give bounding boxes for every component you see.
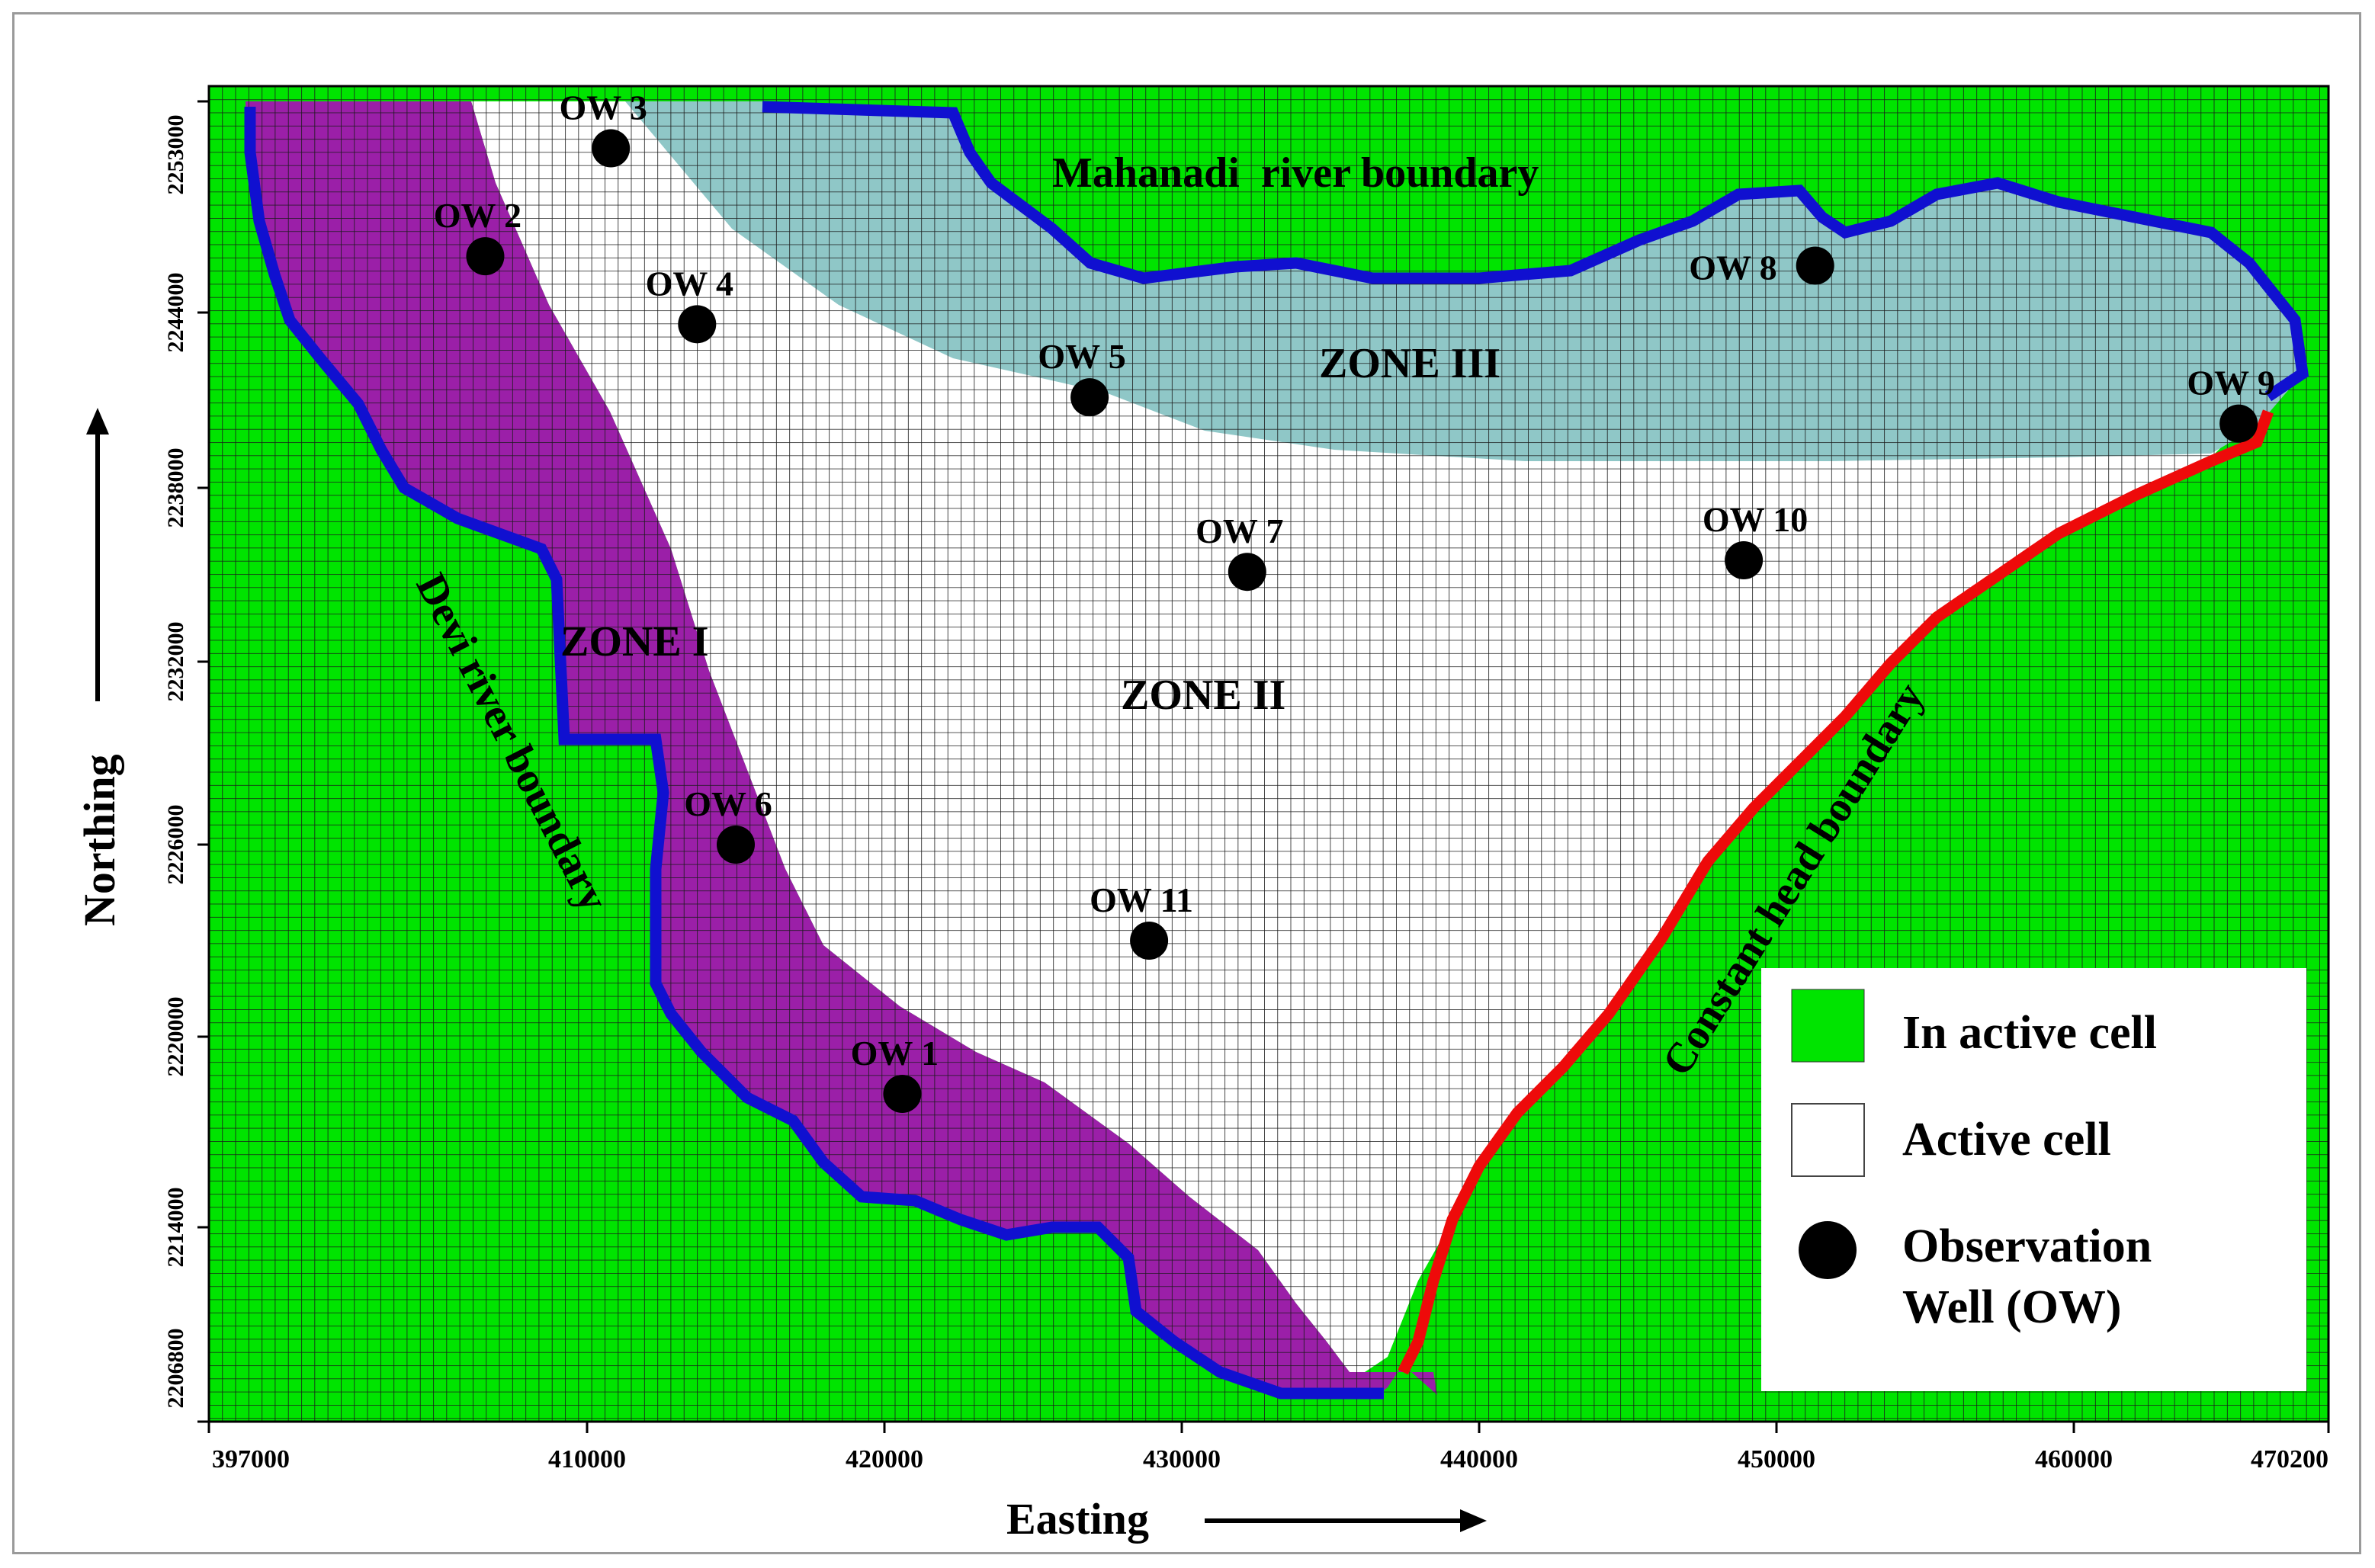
x-tick-label: 430000 bbox=[1143, 1445, 1221, 1473]
observation-well-label: OW 7 bbox=[1196, 511, 1283, 550]
x-axis-arrow bbox=[1205, 1509, 1487, 1532]
zone-i-label: ZONE I bbox=[560, 618, 709, 665]
observation-well-marker bbox=[1070, 378, 1109, 417]
x-tick-label: 440000 bbox=[1440, 1445, 1518, 1473]
observation-well-label: OW 5 bbox=[1038, 337, 1125, 376]
figure-frame bbox=[12, 12, 2361, 1554]
y-tick-label: 2214000 bbox=[163, 1188, 188, 1268]
observation-well-marker bbox=[1130, 922, 1169, 960]
observation-well-marker bbox=[466, 237, 505, 276]
observation-well-label: OW 8 bbox=[1689, 248, 1776, 287]
y-tick-label: 2253000 bbox=[163, 115, 188, 195]
y-tick-label: 2232000 bbox=[163, 622, 188, 702]
legend-label-active: Active cell bbox=[1902, 1114, 2111, 1166]
observation-well-label: OW 1 bbox=[851, 1034, 939, 1073]
legend-swatch-active bbox=[1791, 1103, 1865, 1177]
observation-well-marker bbox=[678, 305, 717, 344]
mahanadi-boundary-line bbox=[762, 101, 2309, 402]
x-tick-label: 460000 bbox=[2035, 1445, 2113, 1473]
legend-well-marker bbox=[1799, 1221, 1857, 1279]
observation-well-marker bbox=[1228, 553, 1266, 592]
y-tick-label: 2244000 bbox=[163, 273, 188, 353]
y-axis-arrow bbox=[86, 408, 109, 701]
y-axis-title: Northing bbox=[75, 754, 124, 926]
observation-well-label: OW 10 bbox=[1703, 500, 1808, 539]
y-tick-label: 2226000 bbox=[163, 805, 188, 885]
constant-head-boundary-line bbox=[1398, 409, 2274, 1375]
observation-well-label: OW 11 bbox=[1090, 880, 1193, 919]
y-tick-labels: 2253000 2244000 2238000 2232000 2226000 22200… bbox=[163, 100, 209, 1423]
zone-ii-label: ZONE II bbox=[1121, 672, 1285, 719]
observation-well-marker bbox=[592, 129, 631, 168]
x-axis-title: Easting bbox=[1006, 1494, 1149, 1544]
legend-swatch-inactive bbox=[1791, 989, 1865, 1063]
legend-label-inactive: In active cell bbox=[1902, 1007, 2157, 1059]
observation-well-marker bbox=[1725, 541, 1764, 579]
legend: In active cell Active cell Observation W… bbox=[1761, 968, 2306, 1391]
x-tick-label: 410000 bbox=[548, 1445, 626, 1473]
river-boundary-line bbox=[244, 107, 1384, 1400]
x-tick-label: 470200 bbox=[2251, 1445, 2328, 1473]
legend-label-well-line1: Observation bbox=[1902, 1220, 2152, 1272]
zone-iii-label: ZONE III bbox=[1319, 340, 1500, 387]
observation-well-label: OW 6 bbox=[684, 784, 772, 823]
y-tick-label: 2220000 bbox=[163, 997, 188, 1077]
observation-well-marker bbox=[2219, 404, 2258, 443]
observation-well-label: OW 9 bbox=[2187, 364, 2274, 402]
observation-well-label: OW 4 bbox=[646, 264, 733, 303]
x-tick-label: 450000 bbox=[1738, 1445, 1815, 1473]
observation-well-label: OW 2 bbox=[434, 196, 522, 235]
mahanadi-boundary-label: Mahanadi river boundary bbox=[1052, 149, 1539, 197]
observation-well-label: OW 3 bbox=[559, 88, 647, 127]
y-tick-label: 2238000 bbox=[163, 448, 188, 528]
legend-label-well-line2: Well (OW) bbox=[1902, 1281, 2122, 1333]
observation-wells: OW 1 OW 2 OW 3 OW 4 OW 5 OW 6 OW 7 OW 8 OW 9 OW 1… bbox=[434, 88, 2275, 1113]
x-tick-label: 420000 bbox=[846, 1445, 923, 1473]
observation-well-marker bbox=[717, 826, 755, 864]
observation-well-marker bbox=[1796, 246, 1834, 285]
x-tick-labels: 397000 410000 420000 430000 440000 450000 4600… bbox=[207, 1422, 2330, 1473]
map-border bbox=[207, 85, 2330, 1423]
observation-well-marker bbox=[883, 1075, 922, 1113]
y-tick-label: 2206800 bbox=[163, 1329, 188, 1409]
x-tick-label: 397000 bbox=[212, 1445, 290, 1473]
